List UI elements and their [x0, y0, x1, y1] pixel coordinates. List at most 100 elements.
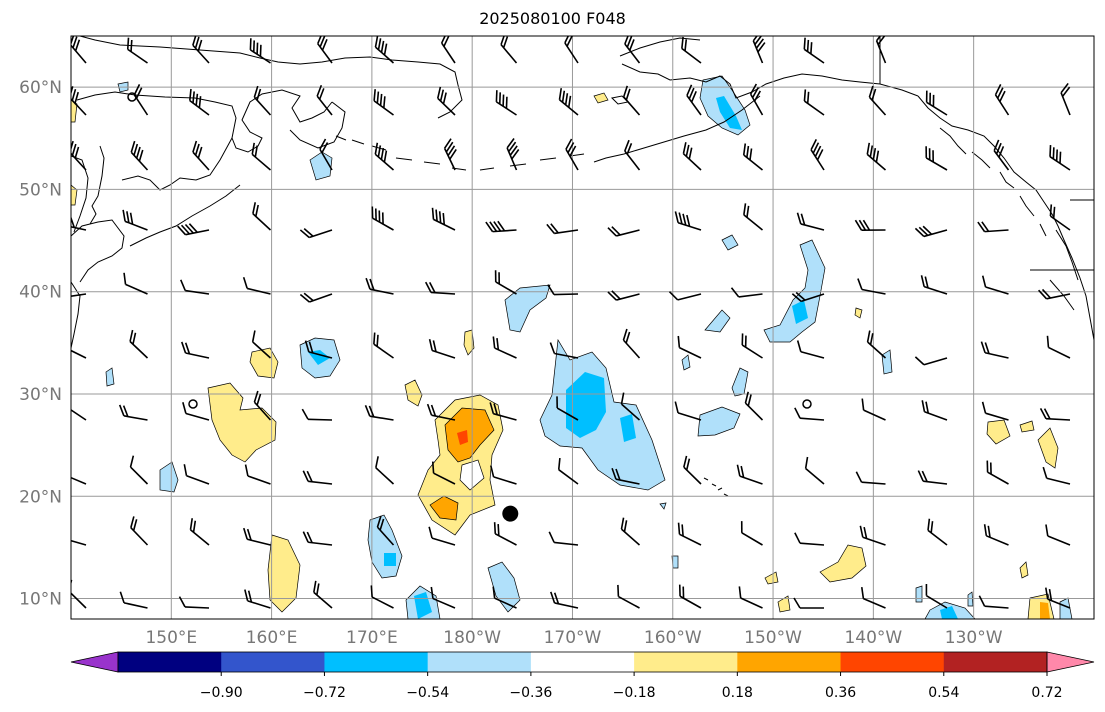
anomaly-shade-lightblue — [731, 367, 749, 397]
wind-barb — [730, 287, 763, 298]
anomaly-shade-yellow — [1037, 427, 1059, 469]
wind-barb — [611, 467, 640, 485]
longitude-labels: 150°E 160°E 170°E 180°W 170°W 160°W 150°W 140°W… — [145, 628, 1002, 648]
colorbar: −0.90 −0.72 −0.54 −0.36 −0.18 0.18 0.36 0.54 0.7… — [70, 651, 1095, 701]
wind-barb — [71, 473, 87, 485]
wind-barb — [740, 521, 763, 546]
wind-barb — [177, 223, 210, 236]
coastline-kamchatka — [289, 101, 346, 149]
wind-barb — [752, 36, 766, 64]
latitude-label: 50°N — [19, 180, 62, 200]
wind-barb — [668, 291, 702, 301]
border-line — [879, 36, 1094, 271]
wind-barb — [249, 38, 271, 64]
wind-barb — [242, 527, 271, 546]
wind-barb — [796, 212, 825, 231]
wind-barb — [914, 356, 948, 366]
wind-barb — [495, 90, 517, 116]
coastline-japan — [71, 219, 125, 283]
wind-barb — [242, 277, 271, 295]
wind-barb — [374, 36, 395, 64]
colorbar-segment — [221, 652, 325, 672]
wind-barb — [118, 404, 148, 421]
wind-barb — [130, 516, 149, 546]
wind-barb — [925, 583, 948, 609]
wind-barb — [736, 464, 763, 485]
wind-barb — [986, 460, 1009, 485]
wind-barb — [548, 531, 579, 546]
wind-barb — [375, 456, 395, 485]
wind-barb — [674, 211, 702, 231]
colorbar-segment — [427, 652, 532, 672]
graticule — [71, 36, 1094, 619]
wind-barb — [299, 292, 333, 303]
longitude-label: 180°W — [443, 628, 501, 648]
wind-barb — [192, 140, 210, 171]
wind-barb — [738, 586, 763, 609]
negative-anomaly-contours — [105, 75, 1073, 619]
anomaly-shade-yellow — [267, 534, 301, 613]
anomaly-shade-red — [457, 430, 468, 445]
anomaly-shade-yellow — [463, 329, 475, 356]
wind-barb — [123, 272, 148, 295]
wind-barb — [547, 284, 579, 296]
anomaly-shade-lightblue — [704, 309, 731, 333]
wind-barb — [565, 138, 579, 171]
wind-barb — [1060, 82, 1071, 116]
anomaly-shade-lightblue — [504, 284, 551, 333]
wind-barb — [253, 85, 272, 116]
wind-barb — [71, 140, 87, 171]
wind-barb — [183, 464, 210, 485]
wind-barb — [494, 270, 517, 295]
wind-barb — [316, 84, 333, 116]
anomaly-shade-lightblue — [881, 349, 893, 375]
colorbar-segment — [324, 652, 429, 672]
coastline-hawaii — [703, 477, 729, 497]
wind-barb — [122, 209, 148, 231]
wind-barb — [804, 456, 825, 485]
wind-barb — [921, 400, 948, 421]
coastline-asia-east — [76, 89, 333, 153]
wind-barb — [868, 85, 887, 116]
anomaly-shade-blue — [620, 414, 636, 442]
wind-barb — [927, 518, 948, 546]
wind-barb — [317, 36, 333, 64]
wind-barb — [741, 333, 763, 359]
colorbar-extend-high — [1046, 651, 1095, 673]
colorbar-tick-label: −0.36 — [509, 685, 552, 701]
colorbar-segment — [943, 652, 1048, 672]
wind-barb — [436, 86, 456, 116]
wind-barb — [71, 36, 87, 64]
wind-barb — [686, 84, 702, 116]
wind-barb — [803, 89, 825, 116]
wind-barb — [126, 37, 148, 64]
wind-barb — [119, 591, 148, 609]
wind-barb — [1039, 408, 1071, 421]
wind-barb — [620, 517, 641, 546]
anomaly-shade-orange — [429, 495, 459, 521]
wind-barb — [624, 36, 641, 64]
wind-barb — [803, 37, 825, 64]
colorbar-tick-label: 0.72 — [1031, 685, 1062, 701]
wind-barb — [855, 471, 886, 485]
map-area — [71, 36, 1094, 619]
wind-barb — [981, 401, 1009, 421]
anomaly-shade-blue — [792, 300, 808, 324]
colorbar-segment — [634, 652, 738, 672]
wind-barb — [129, 455, 149, 485]
wind-barb — [1049, 145, 1071, 171]
wind-barb — [251, 330, 272, 359]
wind-barb — [426, 403, 456, 421]
anomaly-shade-lightblue — [105, 367, 115, 387]
wind-barb — [564, 36, 579, 64]
latitude-label: 10°N — [19, 590, 62, 610]
anomaly-shade-yellow — [1019, 420, 1035, 433]
wind-barb — [1046, 335, 1071, 359]
wind-barb — [373, 89, 394, 116]
anomaly-shade-lightblue — [697, 406, 741, 437]
wind-barb — [920, 275, 948, 295]
wind-barb — [977, 221, 1009, 233]
anomaly-shade-lightblue — [681, 354, 691, 371]
